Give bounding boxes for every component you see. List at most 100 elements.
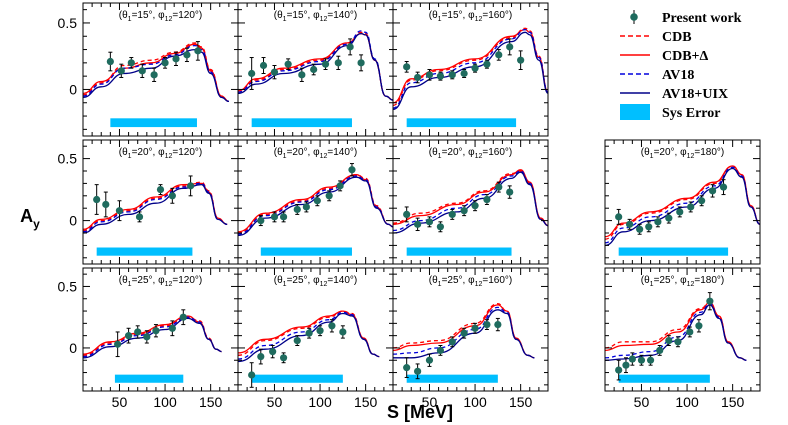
- data-point: [257, 217, 265, 225]
- data-point: [414, 367, 422, 375]
- y-axis-label-main: A: [20, 206, 33, 226]
- curve-av18uix: [238, 312, 380, 363]
- data-point: [248, 69, 256, 78]
- panel-title: (θ1=25°, φ12=120°): [119, 275, 202, 288]
- panel-grid: 0.5 0 (θ1=15°, φ12=120°) (θ1=15°, φ12=140°)…: [58, 2, 761, 410]
- data-point: [138, 67, 146, 75]
- panel-title: (θ1=25°, φ12=180°): [641, 275, 724, 288]
- data-point: [495, 183, 503, 191]
- data-point: [436, 346, 445, 355]
- data-point: [495, 51, 503, 59]
- data-point: [403, 63, 411, 71]
- data-points: [403, 317, 502, 380]
- data-point: [134, 328, 142, 336]
- curve-av18uix: [238, 32, 393, 101]
- data-point: [436, 223, 445, 231]
- x-tick-label: 150: [721, 394, 745, 410]
- data-point: [348, 166, 356, 174]
- curve-av18: [605, 303, 747, 361]
- data-points: [615, 292, 714, 381]
- data-point: [298, 71, 306, 79]
- y-tick-label: 0: [69, 340, 77, 356]
- data-point: [686, 328, 694, 336]
- panel-1-3: (θ1=20°, φ12=180°): [604, 139, 761, 265]
- x-tick-label: 150: [354, 394, 378, 410]
- y-tick-label: 0.5: [58, 278, 78, 294]
- data-point: [293, 336, 301, 345]
- legend-item: CDB+Δ: [620, 49, 709, 64]
- data-point: [346, 43, 354, 51]
- data-point: [321, 60, 330, 68]
- panel-0-0: 0.5 0 (θ1=15°, φ12=120°): [58, 2, 239, 137]
- data-points: [257, 163, 356, 227]
- data-point: [305, 329, 313, 337]
- data-point: [150, 71, 158, 79]
- data-points: [403, 38, 525, 84]
- data-point: [168, 324, 176, 332]
- panel-title: (θ1=15°, φ12=140°): [274, 10, 357, 23]
- data-point: [494, 320, 502, 329]
- data-point: [279, 354, 288, 362]
- data-point: [114, 340, 122, 348]
- curve-av18: [393, 28, 548, 109]
- data-point: [328, 322, 336, 330]
- legend-point: [630, 13, 638, 21]
- panel-title: (θ1=20°, φ12=180°): [641, 147, 724, 160]
- x-tick-label: 150: [199, 394, 223, 410]
- data-point: [646, 356, 655, 364]
- data-point: [706, 297, 714, 305]
- data-point: [695, 322, 703, 330]
- legend-item: Sys Error: [620, 104, 720, 121]
- data-point: [674, 338, 682, 346]
- panel-title: (θ1=15°, φ12=120°): [119, 10, 202, 23]
- data-point: [135, 213, 144, 221]
- y-tick-label: 0.5: [58, 151, 78, 167]
- data-point: [628, 355, 636, 363]
- legend-label: Present work: [662, 11, 742, 26]
- data-point: [156, 186, 165, 194]
- data-point: [179, 313, 187, 321]
- x-tick-label: 100: [675, 394, 699, 410]
- legend-item: Present work: [630, 10, 742, 26]
- legend-label: CDB+Δ: [662, 49, 709, 64]
- curve-av18: [605, 166, 760, 244]
- data-point: [414, 220, 422, 228]
- data-point: [102, 200, 110, 209]
- curves: [238, 310, 380, 363]
- sys-error-band: [406, 118, 517, 128]
- data-point: [313, 197, 321, 205]
- data-points: [248, 38, 365, 90]
- data-point: [259, 61, 268, 70]
- data-point: [403, 364, 411, 372]
- curve-cdb: [605, 165, 760, 240]
- data-points: [248, 319, 347, 388]
- curves: [238, 30, 393, 101]
- data-point: [115, 207, 124, 215]
- legend-item: AV18: [620, 68, 694, 83]
- curve-cdb: [83, 181, 228, 232]
- sys-error-band: [251, 118, 352, 128]
- sys-error-band: [260, 247, 352, 256]
- panel-1-2: (θ1=20°, φ12=160°): [392, 139, 549, 265]
- data-point: [517, 56, 525, 64]
- data-point: [615, 366, 623, 374]
- curve-cdbd: [393, 28, 548, 104]
- legend: Present work CDB CDB+Δ AV18 AV18+UIX Sys Erro…: [620, 10, 742, 121]
- data-point: [656, 346, 664, 355]
- curve-av18uix: [393, 309, 535, 359]
- data-point: [93, 195, 101, 204]
- curves: [605, 301, 747, 361]
- data-point: [665, 336, 673, 345]
- data-point: [302, 203, 310, 211]
- sys-error-band: [110, 118, 197, 128]
- data-point: [425, 356, 434, 364]
- curves: [83, 315, 222, 359]
- data-point: [186, 182, 195, 190]
- data-point: [336, 182, 344, 190]
- x-tick-label: 50: [112, 394, 128, 410]
- data-point: [471, 64, 479, 72]
- curves: [83, 181, 228, 234]
- curve-av18uix: [83, 317, 222, 359]
- panel-title: (θ1=20°, φ12=140°): [274, 147, 357, 160]
- data-point: [436, 72, 445, 80]
